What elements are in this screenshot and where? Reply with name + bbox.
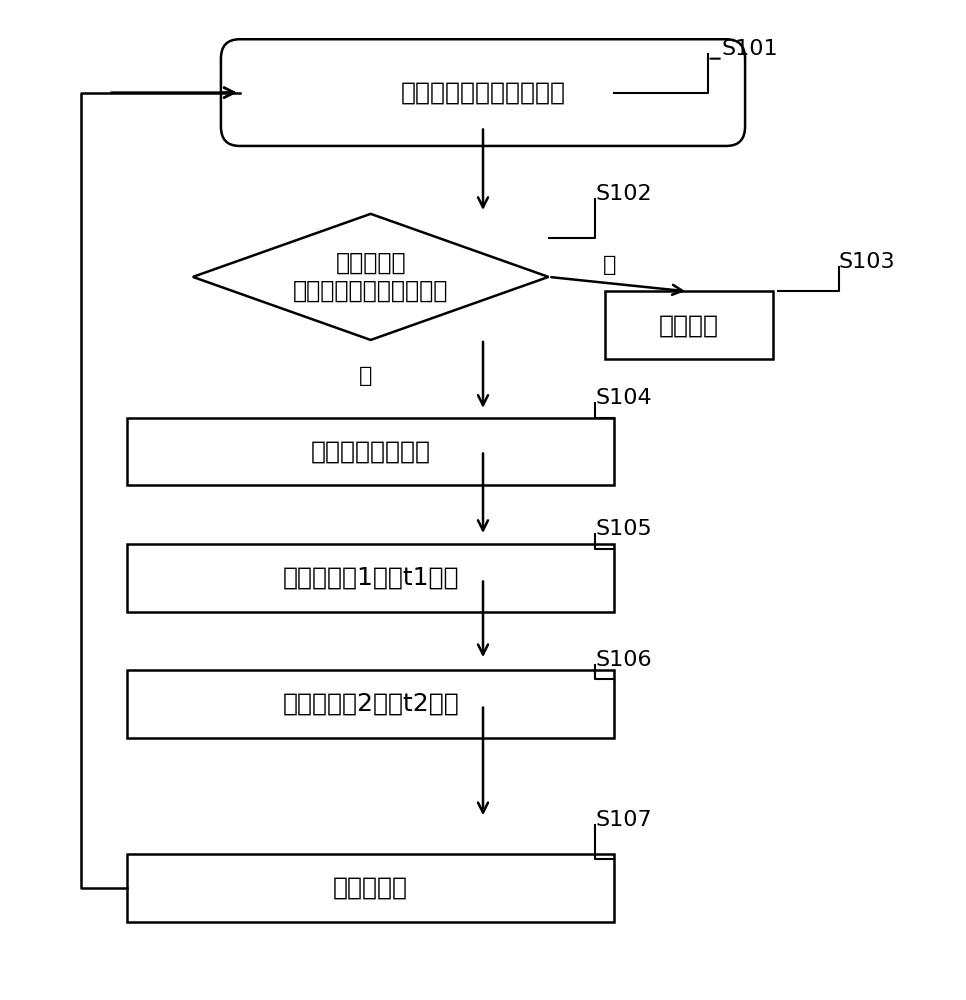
Text: S101: S101: [722, 39, 779, 59]
Bar: [128, 670, 614, 738]
Text: 是: 是: [359, 366, 373, 386]
Bar: [128, 544, 614, 612]
Bar: [605, 291, 773, 359]
Text: 正常脱水: 正常脱水: [659, 313, 719, 337]
Text: 以洗涤节拍2运行t2时间: 以洗涤节拍2运行t2时间: [282, 692, 459, 716]
Text: 以洗涤节拍1运行t1时间: 以洗涤节拍1运行t1时间: [282, 566, 459, 590]
Text: 判断洗衣机
当前是否处于不平衡状态: 判断洗衣机 当前是否处于不平衡状态: [293, 251, 448, 303]
Polygon shape: [193, 214, 549, 340]
Text: 正常平衡洗: 正常平衡洗: [333, 876, 409, 900]
Text: 洗衣机开始执行脱水程序: 洗衣机开始执行脱水程序: [401, 81, 565, 105]
Text: 补水到预设的水位: 补水到预设的水位: [311, 440, 431, 464]
Text: S105: S105: [595, 519, 652, 539]
Text: S103: S103: [838, 252, 895, 272]
Bar: [128, 418, 614, 485]
Text: S104: S104: [595, 388, 652, 408]
Text: 否: 否: [603, 255, 616, 275]
Bar: [128, 854, 614, 922]
Text: S107: S107: [595, 810, 652, 830]
Text: S106: S106: [595, 650, 652, 670]
FancyBboxPatch shape: [221, 39, 745, 146]
Text: S102: S102: [595, 184, 652, 204]
